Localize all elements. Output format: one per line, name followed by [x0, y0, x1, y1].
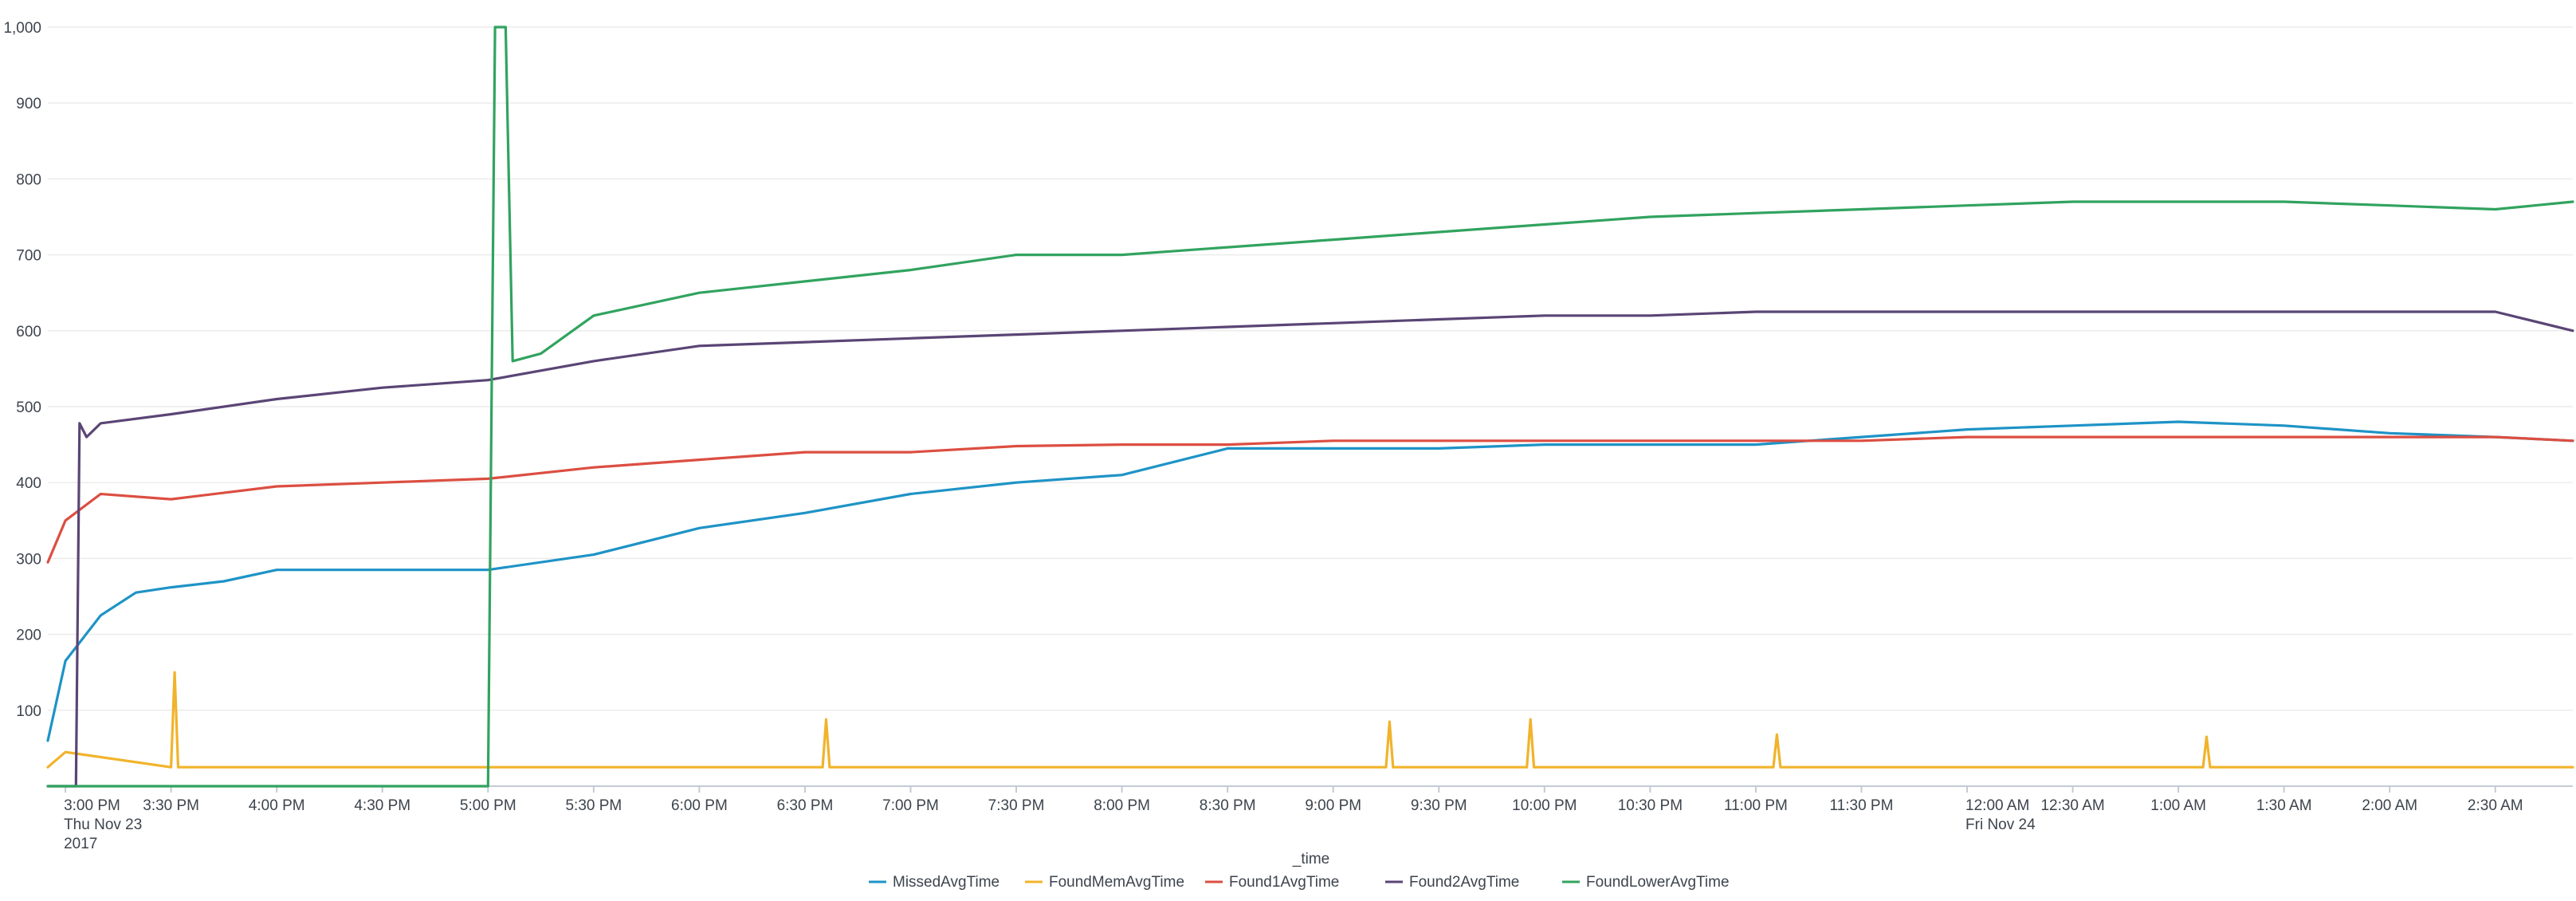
x-tick-label: 10:30 PM — [1618, 797, 1683, 814]
x-tick-label: 1:00 AM — [2150, 797, 2206, 814]
x-tick-label: 1:30 AM — [2256, 797, 2312, 814]
x-tick-label-line: 6:00 PM — [671, 797, 728, 814]
x-tick-label-line: 12:30 AM — [2040, 797, 2104, 814]
y-tick-label: 100 — [16, 703, 41, 720]
x-tick-label-line: 10:00 PM — [1512, 797, 1577, 814]
x-tick-label: 2:00 AM — [2362, 797, 2417, 814]
y-tick-label: 400 — [16, 475, 41, 492]
x-tick-label: 3:00 PM Thu Nov 23 2017 — [64, 797, 142, 852]
x-tick-label-line: 7:00 PM — [882, 797, 939, 814]
x-tick-label-line: 12:00 AM — [1965, 797, 2029, 814]
y-tick-label: 600 — [16, 324, 41, 340]
x-tick-label-line: 11:30 PM — [1830, 797, 1894, 814]
x-tick-label: 12:30 AM — [2040, 797, 2104, 814]
x-tick-label: 8:00 PM — [1094, 797, 1150, 814]
x-tick-label-line: Thu Nov 23 — [64, 816, 142, 833]
x-tick-label-line: 5:00 PM — [460, 797, 516, 814]
series-line-FoundLowerAvgTime — [46, 26, 2574, 788]
y-tick-label: 1,000 — [3, 20, 41, 37]
x-tick-label-line: 4:30 PM — [354, 797, 410, 814]
x-tick-label-line: 2017 — [64, 836, 97, 852]
x-tick-label-line: 6:30 PM — [777, 797, 834, 814]
x-tick-label-line: 8:30 PM — [1200, 797, 1256, 814]
x-tick-label: 4:30 PM — [354, 797, 410, 814]
x-tick-label: 10:00 PM — [1512, 797, 1577, 814]
x-tick-label: 5:00 PM — [460, 797, 516, 814]
series-line-Found1AvgTime — [46, 435, 2574, 564]
x-tick-label: 11:00 PM — [1724, 797, 1788, 814]
x-tick-label-line: 8:00 PM — [1094, 797, 1150, 814]
x-tick-label: 12:00 AM Fri Nov 24 — [1965, 797, 2036, 833]
legend-label: Found2AvgTime — [1409, 874, 1519, 891]
legend-item-MissedAvgTime[interactable]: MissedAvgTime — [869, 874, 999, 891]
legend-item-FoundMemAvgTime[interactable]: FoundMemAvgTime — [1025, 874, 1184, 891]
x-tick-label-line: 5:30 PM — [565, 797, 622, 814]
legend-item-Found2AvgTime[interactable]: Found2AvgTime — [1385, 874, 1519, 891]
x-tick-label-line: 7:30 PM — [988, 797, 1045, 814]
x-tick-label-line: 9:30 PM — [1411, 797, 1467, 814]
x-axis-title: _time — [1292, 851, 1329, 868]
series-line-Found2AvgTime — [46, 310, 2574, 788]
x-tick-label: 2:30 AM — [2468, 797, 2523, 814]
y-tick-label: 200 — [16, 628, 41, 644]
x-tick-label: 9:30 PM — [1411, 797, 1467, 814]
legend-label: FoundMemAvgTime — [1049, 874, 1184, 891]
x-tick-label: 9:00 PM — [1305, 797, 1361, 814]
x-tick-label-line: 11:00 PM — [1724, 797, 1788, 814]
x-tick-label-line: 3:00 PM — [64, 797, 120, 814]
x-tick-label-line: 9:00 PM — [1305, 797, 1361, 814]
x-axis: 3:00 PM Thu Nov 23 2017 3:30 PM 4:00 PM 4:30 … — [48, 785, 2573, 852]
x-tick-label-line: 4:00 PM — [249, 797, 305, 814]
x-tick-label-line: 1:30 AM — [2256, 797, 2312, 814]
x-tick-label-line: 1:00 AM — [2150, 797, 2206, 814]
x-tick-label: 7:30 PM — [988, 797, 1045, 814]
x-tick-label-line: Fri Nov 24 — [1965, 816, 2036, 833]
y-tick-label: 500 — [16, 399, 41, 416]
x-tick-label: 11:30 PM — [1830, 797, 1894, 814]
x-tick-label: 5:30 PM — [565, 797, 622, 814]
legend[interactable]: MissedAvgTime FoundMemAvgTime Found1AvgTim… — [869, 874, 1730, 891]
legend-label: MissedAvgTime — [893, 874, 999, 891]
x-tick-label: 7:00 PM — [882, 797, 939, 814]
legend-item-FoundLowerAvgTime[interactable]: FoundLowerAvgTime — [1562, 874, 1730, 891]
x-tick-label: 3:30 PM — [143, 797, 199, 814]
x-tick-label: 6:00 PM — [671, 797, 728, 814]
y-tick-label: 900 — [16, 96, 41, 112]
x-tick-label: 8:30 PM — [1200, 797, 1256, 814]
x-tick-label-line: 3:30 PM — [143, 797, 199, 814]
legend-item-Found1AvgTime[interactable]: Found1AvgTime — [1205, 874, 1339, 891]
series-line-FoundMemAvgTime — [46, 671, 2574, 769]
y-tick-label: 300 — [16, 551, 41, 568]
series-line-MissedAvgTime — [46, 420, 2574, 742]
y-axis: 100 200 300 400 500 600 700 800 900 1,000 — [3, 20, 41, 720]
gridlines — [48, 26, 2573, 711]
x-tick-label: 6:30 PM — [777, 797, 834, 814]
legend-label: Found1AvgTime — [1229, 874, 1339, 891]
legend-label: FoundLowerAvgTime — [1586, 874, 1730, 891]
y-tick-label: 800 — [16, 171, 41, 188]
series-lines — [46, 26, 2574, 788]
x-tick-label: 4:00 PM — [249, 797, 305, 814]
x-tick-label-line: 2:00 AM — [2362, 797, 2417, 814]
y-tick-label: 700 — [16, 248, 41, 265]
x-tick-label-line: 10:30 PM — [1618, 797, 1683, 814]
x-tick-label-line: 2:30 AM — [2468, 797, 2523, 814]
